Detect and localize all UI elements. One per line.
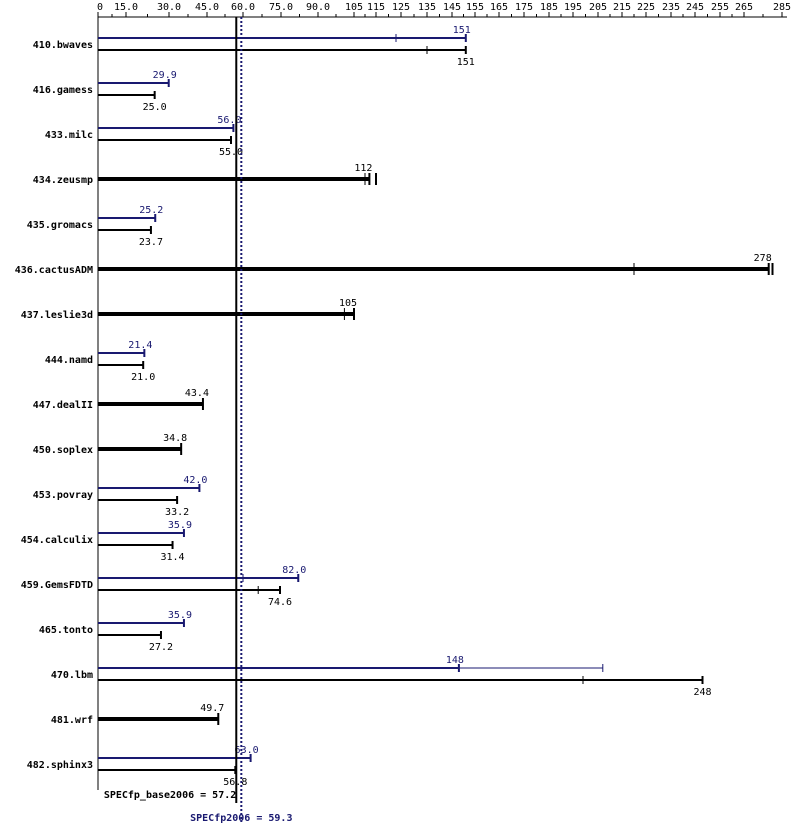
peak-value-label: 82.0 xyxy=(282,565,306,576)
peak-value-label: 35.9 xyxy=(168,520,192,531)
benchmark-label: 444.namd xyxy=(45,355,93,366)
x-tick-label: 105 xyxy=(345,2,363,13)
benchmark-label: 481.wrf xyxy=(51,715,93,726)
x-tick-label: 0 xyxy=(97,2,103,13)
base-value-label: 23.7 xyxy=(139,237,163,248)
x-tick-label: 225 xyxy=(637,2,655,13)
peak-value-label: 42.0 xyxy=(183,475,207,486)
x-tick-label: 285 xyxy=(773,2,791,13)
peak-value-label: 56.0 xyxy=(217,115,241,126)
base-value-label: 31.4 xyxy=(160,552,184,563)
x-tick-label: 90.0 xyxy=(306,2,330,13)
benchmark-label: 459.GemsFDTD xyxy=(21,580,93,591)
x-tick-label: 60.0 xyxy=(231,2,255,13)
base-value-label: 278 xyxy=(754,253,772,264)
x-tick-label: 45.0 xyxy=(195,2,219,13)
base-value-label: 49.7 xyxy=(200,703,224,714)
benchmark-label: 465.tonto xyxy=(39,625,93,636)
peak-value-label: 29.9 xyxy=(153,70,177,81)
base-value-label: 74.6 xyxy=(268,597,292,608)
base-value-label: 112 xyxy=(354,163,372,174)
base-value-label: 55.0 xyxy=(219,147,243,158)
benchmark-label: 447.dealII xyxy=(33,400,93,411)
base-value-label: 34.8 xyxy=(163,433,187,444)
benchmark-label: 450.soplex xyxy=(33,445,93,456)
benchmark-label: 436.cactusADM xyxy=(15,265,93,276)
x-tick-label: 265 xyxy=(735,2,753,13)
base-summary-label: SPECfp_base2006 = 57.2 xyxy=(104,790,236,801)
x-tick-label: 15.0 xyxy=(114,2,138,13)
x-tick-label: 135 xyxy=(418,2,436,13)
x-tick-label: 165 xyxy=(490,2,508,13)
x-tick-label: 155 xyxy=(466,2,484,13)
benchmark-label: 416.gamess xyxy=(33,85,93,96)
base-value-label: 105 xyxy=(339,298,357,309)
base-value-label: 21.0 xyxy=(131,372,155,383)
x-tick-label: 215 xyxy=(613,2,631,13)
x-tick-label: 205 xyxy=(589,2,607,13)
x-tick-label: 75.0 xyxy=(269,2,293,13)
peak-value-label: 148 xyxy=(446,655,464,666)
peak-summary-label: SPECfp2006 = 59.3 xyxy=(190,813,292,824)
benchmark-label: 437.leslie3d xyxy=(21,309,93,321)
base-value-label: 27.2 xyxy=(149,642,173,653)
peak-value-label: 25.2 xyxy=(139,205,163,216)
x-tick-label: 115 xyxy=(367,2,385,13)
peak-value-label: 35.9 xyxy=(168,610,192,621)
base-value-label: 151 xyxy=(457,57,475,68)
x-tick-label: 235 xyxy=(662,2,680,13)
base-value-label: 33.2 xyxy=(165,507,189,518)
x-tick-label: 145 xyxy=(443,2,461,13)
x-tick-label: 245 xyxy=(686,2,704,13)
x-tick-label: 255 xyxy=(711,2,729,13)
peak-value-label: 63.0 xyxy=(235,745,259,756)
base-value-label: 25.0 xyxy=(143,102,167,113)
base-value-label: 248 xyxy=(693,687,711,698)
benchmark-label: 435.gromacs xyxy=(27,220,93,231)
peak-value-label: 21.4 xyxy=(128,340,152,351)
x-tick-label: 175 xyxy=(515,2,533,13)
benchmark-label: 454.calculix xyxy=(21,534,93,546)
benchmark-label: 410.bwaves xyxy=(33,40,93,51)
x-tick-label: 185 xyxy=(540,2,558,13)
x-tick-label: 195 xyxy=(564,2,582,13)
x-tick-label: 30.0 xyxy=(157,2,181,13)
benchmark-label: 482.sphinx3 xyxy=(27,759,93,771)
x-tick-label: 125 xyxy=(392,2,410,13)
benchmark-label: 453.povray xyxy=(33,490,93,501)
peak-value-label: 151 xyxy=(453,25,471,36)
benchmark-label: 433.milc xyxy=(45,129,93,141)
benchmark-label: 470.lbm xyxy=(51,670,93,681)
benchmark-label: 434.zeusmp xyxy=(33,175,93,186)
base-value-label: 43.4 xyxy=(185,388,209,399)
